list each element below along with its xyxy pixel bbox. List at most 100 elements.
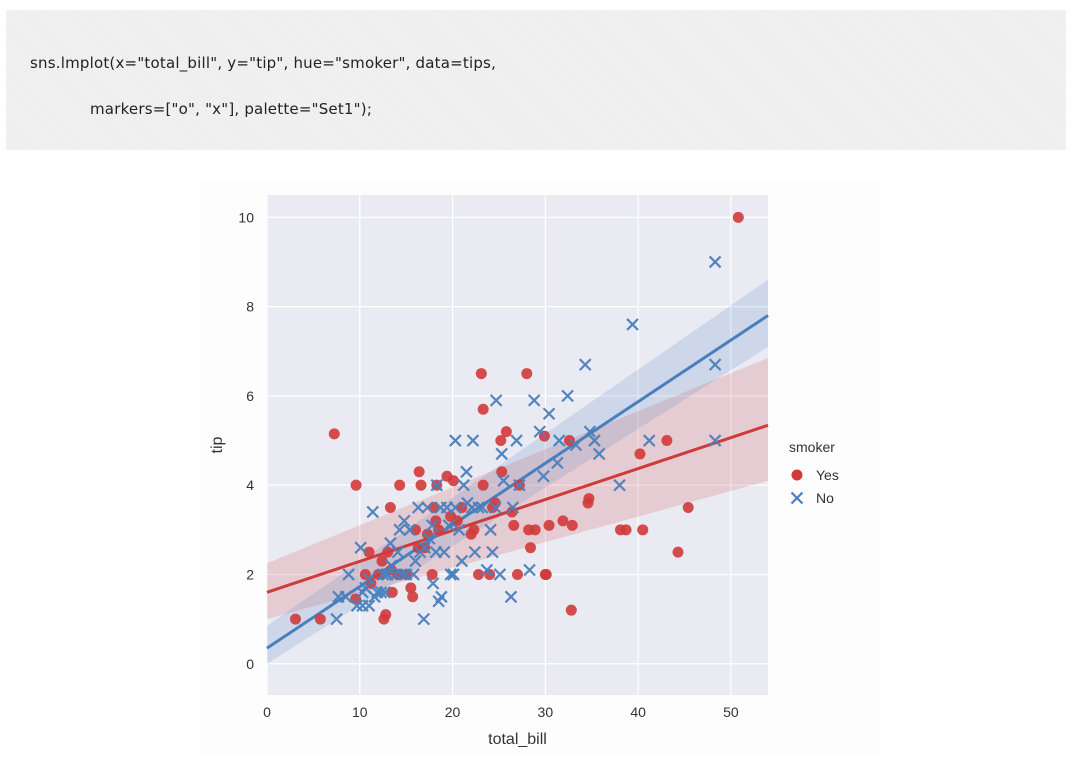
point-yes — [543, 519, 555, 531]
point-yes — [529, 524, 541, 536]
point-no — [583, 425, 597, 438]
point-yes — [447, 475, 459, 487]
point-no — [578, 358, 592, 371]
point-no — [330, 612, 343, 626]
point-yes — [563, 435, 575, 447]
lmplot-figure: 0 10 20 30 40 50 0 2 4 6 8 10 total_bill tip smoker Yes… — [200, 180, 880, 755]
point-no — [533, 425, 547, 438]
point-no — [339, 590, 353, 604]
point-yes — [392, 568, 404, 580]
point-no — [480, 563, 494, 577]
point-yes — [620, 524, 632, 536]
point-yes — [566, 519, 578, 531]
point-no — [437, 545, 451, 559]
code-line-1: sns.lmplot(x="total_bill", y="tip", hue=… — [30, 54, 497, 72]
point-yes — [405, 582, 417, 594]
legend-marker-yes — [791, 469, 803, 481]
point-no — [552, 434, 566, 447]
point-yes — [384, 502, 396, 513]
point-no — [542, 407, 556, 421]
point-no — [457, 478, 470, 492]
point-yes — [394, 479, 406, 491]
point-no — [444, 568, 457, 581]
plot-area — [267, 195, 768, 695]
point-no — [497, 474, 510, 487]
point-no — [378, 586, 392, 599]
point-yes — [407, 591, 419, 603]
point-yes — [565, 604, 577, 616]
y-tick-label: 4 — [246, 477, 254, 493]
point-no — [486, 545, 499, 559]
point-yes — [540, 568, 552, 580]
point-no — [626, 318, 639, 331]
point-no — [354, 541, 367, 554]
point-no — [430, 478, 444, 492]
code-block: sns.lmplot(x="total_bill", y="tip", hue=… — [6, 10, 1066, 150]
point-no — [391, 545, 405, 559]
point-yes — [477, 403, 489, 415]
point-no — [513, 478, 526, 492]
point-no — [551, 456, 564, 470]
point-yes — [557, 515, 569, 527]
point-no — [407, 568, 420, 581]
point-yes — [289, 613, 301, 625]
point-yes — [484, 568, 496, 580]
point-no — [449, 501, 462, 514]
point-yes — [496, 466, 508, 478]
x-tick-label: 50 — [723, 704, 739, 720]
point-no — [613, 478, 626, 492]
point-yes — [583, 493, 595, 505]
point-no — [362, 599, 376, 612]
point-yes — [477, 479, 489, 491]
x-tick-label: 0 — [263, 704, 271, 720]
point-yes — [682, 502, 694, 513]
point-no — [411, 501, 425, 514]
point-yes — [350, 479, 362, 491]
point-no — [537, 469, 550, 483]
point-no — [449, 434, 462, 447]
lmplot-chart: 0 10 20 30 40 50 0 2 4 6 8 10 total_bill tip smoker Yes… — [209, 195, 839, 748]
y-axis-label: tip — [209, 436, 226, 453]
legend-label-no: No — [816, 490, 834, 506]
point-no — [425, 519, 439, 532]
point-yes — [363, 546, 375, 558]
point-no — [588, 434, 601, 447]
point-no — [385, 559, 398, 572]
point-yes — [521, 368, 533, 380]
point-no — [452, 523, 466, 537]
legend-label-yes: Yes — [816, 467, 839, 483]
point-no — [409, 554, 422, 568]
point-no — [468, 545, 482, 559]
point-yes — [376, 555, 388, 567]
point-no — [393, 523, 406, 537]
point-no — [495, 447, 509, 461]
point-yes — [409, 524, 421, 536]
point-no — [423, 532, 436, 546]
point-no — [442, 519, 456, 532]
point-no — [403, 523, 417, 537]
point-no — [421, 501, 434, 514]
point-no — [447, 568, 460, 581]
point-yes — [475, 368, 487, 380]
point-yes — [661, 435, 673, 447]
point-no — [460, 465, 473, 479]
point-no — [708, 434, 722, 447]
point-no — [417, 612, 431, 626]
point-no — [493, 568, 507, 581]
point-yes — [468, 524, 480, 536]
point-no — [342, 568, 355, 581]
point-no — [426, 577, 440, 590]
point-yes — [634, 448, 646, 460]
point-yes — [413, 466, 425, 478]
point-yes — [415, 479, 427, 491]
point-no — [561, 389, 574, 403]
x-tick-label: 30 — [538, 704, 554, 720]
point-yes — [314, 613, 326, 625]
x-tick-label: 10 — [352, 704, 368, 720]
point-yes — [495, 435, 507, 447]
point-yes — [386, 586, 398, 598]
point-no — [455, 554, 469, 568]
point-no — [527, 394, 541, 407]
point-no — [472, 501, 485, 514]
y-tick-label: 10 — [238, 209, 254, 225]
